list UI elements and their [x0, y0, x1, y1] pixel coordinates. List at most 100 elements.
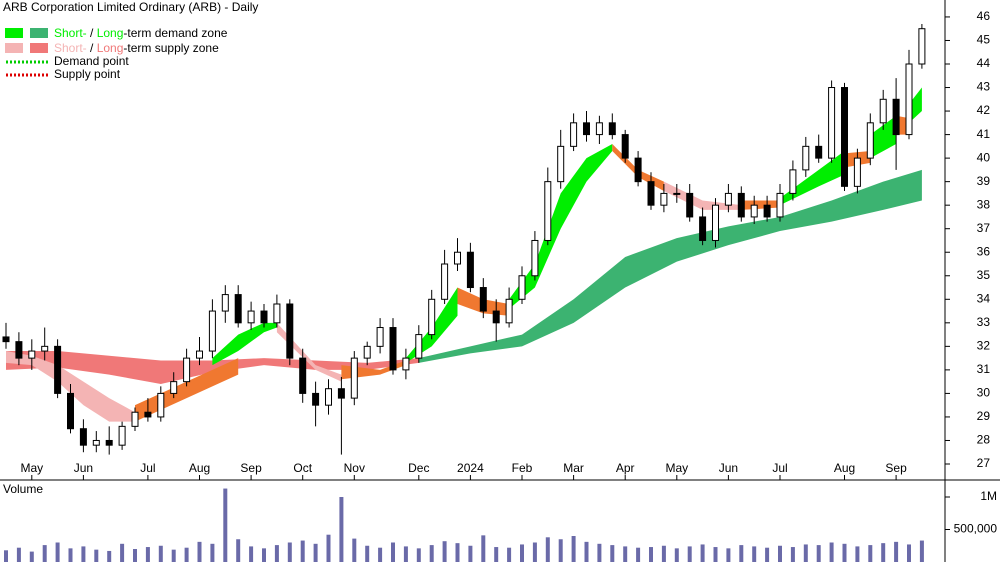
- x-tick-label: Dec: [408, 461, 429, 475]
- y-tick-label: 32: [977, 339, 991, 353]
- y-tick-label: 42: [977, 103, 991, 117]
- y-tick-label: 33: [977, 315, 991, 329]
- y-tick-label: 39: [977, 174, 991, 188]
- x-tick-label: Nov: [344, 461, 365, 475]
- volume-bar: [803, 544, 808, 562]
- volume-bar: [352, 538, 357, 562]
- candle-body: [208, 310, 216, 352]
- volume-bar: [68, 548, 73, 562]
- volume-bar: [597, 543, 602, 562]
- volume-bar: [274, 545, 279, 562]
- candle-body: [841, 87, 848, 187]
- volume-bar: [236, 539, 241, 562]
- volume-bar: [571, 536, 576, 562]
- candle-body: [583, 122, 590, 136]
- x-tick-label: Oct: [293, 461, 312, 475]
- volume-bar: [287, 542, 292, 562]
- volume-bar: [300, 540, 305, 562]
- candle-body: [647, 181, 655, 206]
- candle-body: [905, 63, 913, 136]
- candle-body: [570, 122, 578, 147]
- candle-body: [376, 327, 384, 347]
- candle-body: [505, 298, 513, 324]
- zone: [870, 115, 897, 159]
- y-tick-label: 45: [977, 33, 991, 47]
- volume-bar: [855, 546, 860, 562]
- volume-bar: [339, 497, 344, 562]
- candle-body: [247, 310, 255, 324]
- volume-bar: [210, 543, 215, 562]
- volume-bar: [545, 537, 550, 562]
- volume-bar: [158, 545, 163, 562]
- candle-body: [92, 439, 100, 446]
- volume-bar: [713, 547, 718, 562]
- candle-body: [660, 192, 668, 206]
- y-tick-label: 35: [977, 268, 991, 282]
- candle-body: [789, 169, 797, 194]
- volume-bar: [365, 545, 370, 562]
- candle-body: [2, 336, 10, 343]
- volume-bar: [790, 547, 795, 562]
- volume-bar: [197, 541, 202, 562]
- volume-bar: [584, 541, 589, 562]
- x-tick-label: Jun: [719, 461, 738, 475]
- volume-bar: [520, 544, 524, 562]
- candle-body: [402, 357, 410, 371]
- candle-body: [763, 204, 771, 218]
- candles: [2, 24, 926, 455]
- legend-label: Supply point: [54, 67, 121, 81]
- volume-bar: [700, 544, 705, 562]
- x-tick-label: Jun: [74, 461, 93, 475]
- zone: [741, 200, 780, 210]
- candle-body: [518, 275, 526, 300]
- legend-swatch: [5, 28, 23, 38]
- candle-body: [828, 87, 836, 159]
- candle-body: [918, 28, 926, 65]
- candle-body: [853, 157, 861, 187]
- volume-bar: [610, 545, 615, 562]
- y-tick-label: 28: [977, 433, 991, 447]
- volume-bar: [558, 539, 563, 562]
- candle-body: [105, 439, 113, 446]
- y-tick-label: 46: [977, 9, 991, 23]
- candle-body: [415, 334, 423, 359]
- volume-bar: [919, 540, 924, 562]
- volume-bar: [881, 543, 886, 562]
- volume-bar: [133, 549, 137, 562]
- candle-body: [428, 298, 436, 336]
- volume-bar: [403, 546, 408, 562]
- candle-body: [79, 428, 87, 446]
- candle-body: [170, 381, 178, 394]
- volume-bar: [42, 545, 47, 562]
- volume-bar: [391, 542, 395, 562]
- volume-bar: [674, 548, 679, 562]
- candle-body: [41, 345, 49, 352]
- candle-body: [144, 411, 152, 418]
- volume-bar: [829, 542, 834, 562]
- legend-swatch: [30, 43, 48, 53]
- volume-bar: [816, 545, 821, 562]
- y-tick-label: 500,000: [954, 522, 998, 536]
- candle-body: [221, 294, 229, 312]
- volume-bar: [249, 546, 254, 562]
- volume-bar: [765, 547, 770, 562]
- y-tick-label: 40: [977, 150, 991, 164]
- candle-body: [157, 392, 165, 418]
- volume-bar: [55, 542, 60, 562]
- candle-body: [866, 122, 874, 159]
- candle-body: [724, 192, 732, 206]
- zone: [212, 322, 277, 366]
- x-tick-label: Aug: [189, 461, 210, 475]
- volume-bar: [94, 549, 99, 562]
- zone: [276, 322, 342, 382]
- legend-swatch: [5, 43, 23, 53]
- candle-body: [544, 181, 552, 241]
- candle-body: [196, 350, 203, 359]
- volume-bar: [494, 547, 499, 562]
- y-tick-label: 1M: [980, 489, 997, 503]
- volume-bar: [81, 546, 86, 562]
- x-tick-label: Aug: [834, 461, 855, 475]
- y-tick-label: 44: [977, 56, 991, 70]
- volume-bar: [4, 550, 8, 562]
- zone: [418, 169, 922, 363]
